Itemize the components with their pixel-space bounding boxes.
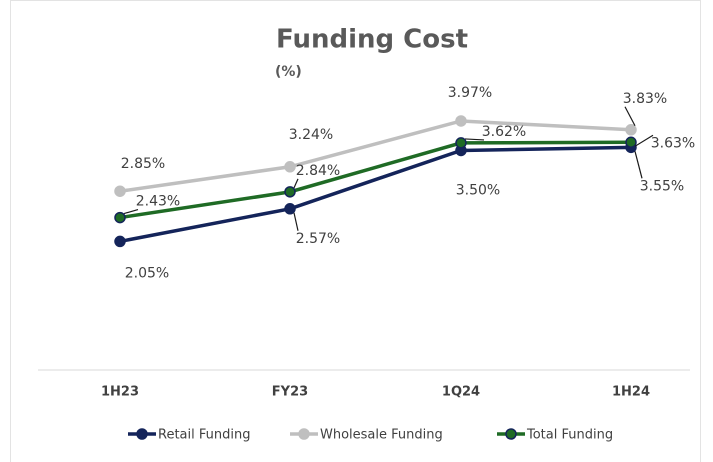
data-label: 3.55% <box>640 178 684 194</box>
marker <box>625 124 637 136</box>
data-label: 3.83% <box>623 91 667 107</box>
series-line <box>119 145 632 244</box>
data-label: 2.05% <box>125 265 169 281</box>
chart-title: Funding Cost <box>276 25 468 55</box>
data-label: 3.62% <box>482 124 526 140</box>
data-label: 3.97% <box>448 85 492 101</box>
marker <box>284 186 296 198</box>
legend-marker <box>136 428 148 440</box>
series-line <box>119 119 632 193</box>
legend-label: Retail Funding <box>158 428 250 443</box>
legend-label: Wholesale Funding <box>320 428 443 443</box>
marker <box>114 185 126 197</box>
marker <box>455 115 467 127</box>
data-label: 2.84% <box>296 163 340 179</box>
marker <box>284 161 296 173</box>
data-label: 2.57% <box>296 231 340 247</box>
frame <box>10 0 701 462</box>
marker <box>625 136 637 149</box>
leader-line <box>123 208 139 215</box>
leader-line <box>624 106 636 127</box>
x-tick-label: 1H23 <box>101 385 139 400</box>
leader-line <box>634 134 654 147</box>
data-label: 2.43% <box>136 194 180 210</box>
data-label: 2.85% <box>121 156 165 172</box>
x-tick-label: 1Q24 <box>442 385 480 400</box>
marker <box>114 211 126 224</box>
legend-marker <box>505 428 517 440</box>
legend-marker <box>298 428 310 440</box>
data-label: 3.24% <box>289 127 333 143</box>
leader-line <box>464 138 485 141</box>
leader-line <box>293 212 299 231</box>
leader-line <box>293 178 299 189</box>
series-line <box>119 140 632 220</box>
marker <box>455 137 467 149</box>
x-tick-label: FY23 <box>272 385 308 400</box>
leader-line <box>634 151 643 179</box>
marker <box>114 235 126 248</box>
marker <box>284 203 296 215</box>
x-tick-label: 1H24 <box>612 385 650 400</box>
chart-subtitle: (%) <box>275 64 302 80</box>
legend-label: Total Funding <box>526 428 613 443</box>
data-label: 3.50% <box>456 182 500 198</box>
data-label: 3.63% <box>651 135 695 151</box>
